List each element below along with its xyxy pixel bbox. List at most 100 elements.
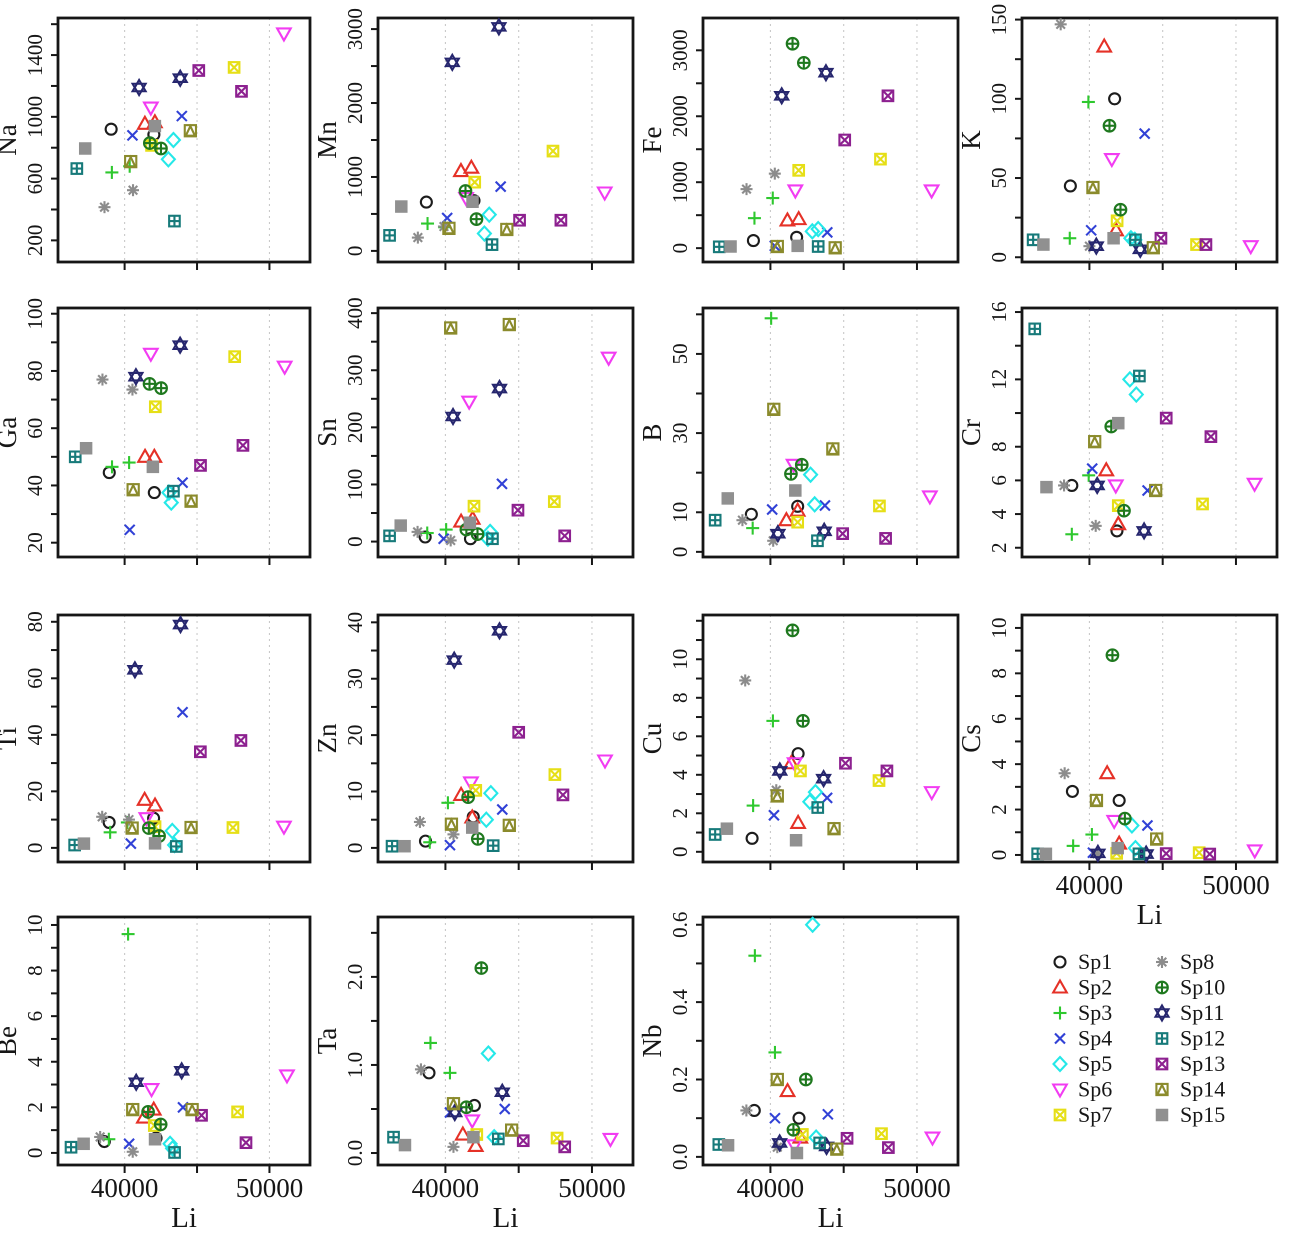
y-tick-label: 50 xyxy=(668,343,692,364)
point-Sp1-B xyxy=(744,507,758,521)
point-Sp1-Nb xyxy=(792,1111,806,1125)
point-Sp15-Zn xyxy=(398,839,411,853)
y-tick-label: 150 xyxy=(987,4,1011,36)
point-Sp5-Sn xyxy=(482,523,499,541)
point-Sp8-Be xyxy=(94,1130,107,1143)
point-Sp14-B xyxy=(767,402,781,416)
point-Sp15-Na xyxy=(78,142,92,155)
y-tick-label: 0.2 xyxy=(668,1066,692,1092)
point-Sp11-Fe xyxy=(817,63,835,83)
y-axis-title-Be: Be xyxy=(0,1026,22,1056)
point-Sp4-B xyxy=(766,503,778,516)
point-Sp2-Na xyxy=(136,114,154,130)
y-tick-label: 2 xyxy=(987,542,1011,553)
point-Sp2-B xyxy=(777,511,795,527)
y-tick-label: 80 xyxy=(23,360,47,381)
x-tick-label: 50000 xyxy=(883,1173,951,1203)
point-Sp15-B xyxy=(721,492,735,505)
point-Sp6-K xyxy=(1242,240,1260,256)
x-axis-title: Li xyxy=(171,1202,197,1234)
point-Sp15-Ti xyxy=(148,837,162,850)
point-Sp14-Ga xyxy=(184,494,198,508)
point-Sp13-Ga xyxy=(194,459,207,472)
y-tick-label: 0.4 xyxy=(668,988,692,1015)
point-Sp12-B xyxy=(708,513,722,527)
panel-Ti: 0 20 40 60 80 Ti xyxy=(0,611,312,870)
point-Sp13-Fe xyxy=(881,89,895,103)
point-Sp11-Ti xyxy=(126,660,144,680)
point-Sp3-Sn xyxy=(420,526,434,540)
point-Sp3-Be xyxy=(102,1132,116,1146)
point-Sp6-Nb xyxy=(923,1131,942,1147)
point-Sp10-Ti xyxy=(141,821,156,835)
point-Sp7-Zn xyxy=(548,768,562,781)
point-Sp1-Ga xyxy=(102,466,116,480)
y-tick-label: 8 xyxy=(987,668,1011,679)
point-Sp11-Ga xyxy=(171,335,189,355)
point-Sp6-Ta xyxy=(601,1132,620,1149)
y-tick-label: 0.0 xyxy=(668,1144,692,1170)
point-Sp10-Cs xyxy=(1118,811,1132,826)
point-Sp14-Ti xyxy=(184,820,198,835)
point-Sp5-Be xyxy=(164,1139,181,1157)
point-Sp15-Mn xyxy=(395,200,408,213)
circle-plus-legend-icon xyxy=(1155,980,1169,995)
triangle-up-legend-icon xyxy=(1051,978,1069,994)
panel-Cr: 2 4 6 8 12 16 Cr xyxy=(956,302,1279,565)
y-tick-label: 3000 xyxy=(343,8,367,50)
point-Sp15-Ti xyxy=(77,837,91,850)
point-Sp3-K xyxy=(1081,95,1095,109)
point-Sp7-Ti xyxy=(226,821,240,834)
panel-Na: 200 600 1000 1400 Na xyxy=(0,16,312,270)
point-Sp12-Cu xyxy=(708,828,722,841)
point-Sp6-Cu xyxy=(923,786,941,802)
y-axis-title-Zn: Zn xyxy=(312,723,342,753)
point-Sp14-K xyxy=(1086,180,1100,195)
legend-label: Sp15 xyxy=(1180,1102,1225,1127)
point-Sp15-Sn xyxy=(463,516,477,529)
point-Sp12-Ga xyxy=(167,484,180,498)
point-Sp5-Mn xyxy=(476,224,493,243)
point-Sp6-Mn xyxy=(596,186,614,202)
diamond-legend-icon xyxy=(1052,1055,1068,1073)
point-Sp13-Cr xyxy=(1204,430,1218,443)
point-Sp2-Cr xyxy=(1109,515,1127,531)
point-Sp15-Fe xyxy=(791,239,804,253)
circle-legend-icon xyxy=(1053,955,1067,969)
point-Sp13-Cs xyxy=(1203,847,1217,861)
point-Sp3-B xyxy=(746,521,760,535)
point-Sp13-Nb xyxy=(882,1141,895,1154)
point-Sp10-Ta xyxy=(459,1100,474,1115)
point-Sp8-Mn xyxy=(411,231,424,244)
point-Sp10-Be xyxy=(153,1117,168,1132)
square-plus-legend-icon xyxy=(1155,1032,1169,1045)
legend-item-Sp11: Sp11 xyxy=(1153,1000,1224,1025)
point-Sp14-Cs xyxy=(1150,832,1164,846)
point-Sp4-Sn xyxy=(437,532,450,545)
y-tick-label: 2 xyxy=(668,808,692,819)
point-Sp11-Ga xyxy=(127,367,145,387)
y-axis-title-K: K xyxy=(956,130,986,150)
point-Sp13-Zn xyxy=(512,725,526,739)
legend-label: Sp13 xyxy=(1180,1051,1225,1076)
legend-label: Sp4 xyxy=(1078,1026,1112,1051)
point-Sp4-Ti xyxy=(176,706,189,718)
y-axis-title-Cr: Cr xyxy=(956,419,986,446)
y-tick-label: 20 xyxy=(23,532,47,553)
point-Sp7-B xyxy=(791,515,805,529)
point-Sp10-Fe xyxy=(785,36,800,51)
y-tick-label: 4 xyxy=(23,1056,47,1067)
point-Sp7-Sn xyxy=(467,499,481,513)
point-Sp3-Nb xyxy=(748,949,762,963)
point-Sp3-Be xyxy=(121,927,135,941)
point-Sp4-Nb xyxy=(769,1112,781,1124)
y-tick-label: 2000 xyxy=(343,82,367,124)
point-Sp8-Sn xyxy=(444,534,457,547)
point-Sp15-Ta xyxy=(398,1138,412,1152)
y-axis-title-Sn: Sn xyxy=(312,418,342,447)
point-Sp14-Fe xyxy=(828,240,842,255)
point-Sp4-Na xyxy=(176,110,188,122)
point-Sp15-Mn xyxy=(466,195,479,208)
point-Sp15-Cr xyxy=(1112,416,1125,430)
